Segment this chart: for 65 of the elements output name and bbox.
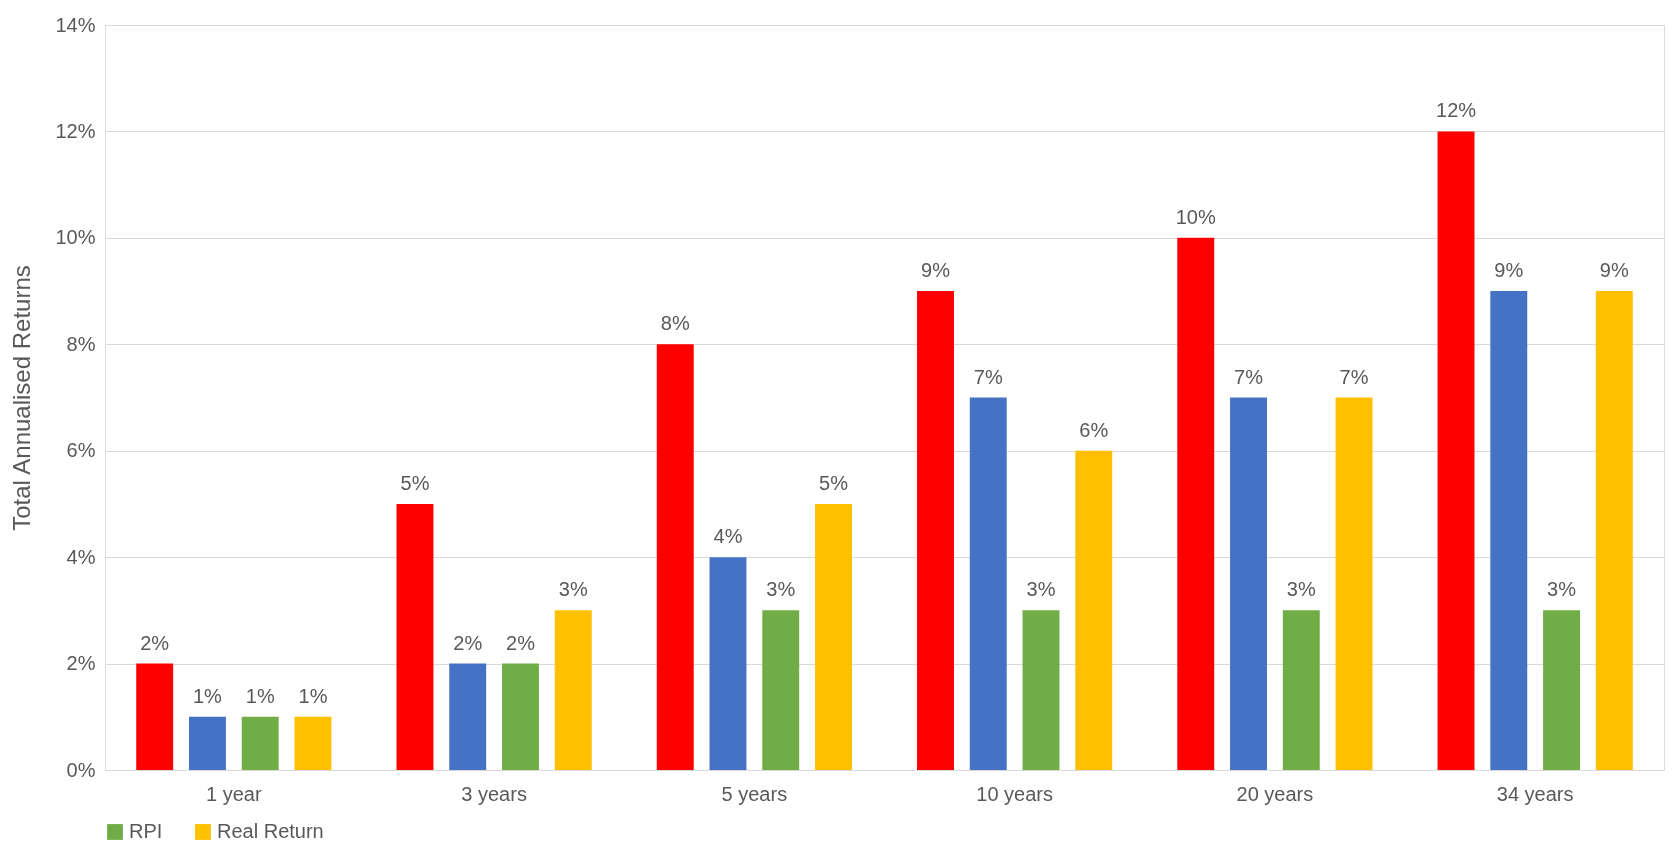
y-tick-label: 14% xyxy=(55,13,96,36)
bar xyxy=(554,610,592,770)
data-label: 1% xyxy=(245,684,275,707)
data-label: 6% xyxy=(1079,418,1109,441)
y-tick-label: 4% xyxy=(66,545,96,568)
data-label: 9% xyxy=(1599,259,1629,282)
bar xyxy=(1595,291,1633,770)
bar xyxy=(1230,397,1267,770)
y-tick-label: 0% xyxy=(66,758,96,781)
data-label: 2% xyxy=(453,631,483,654)
bar xyxy=(1075,450,1113,770)
bar xyxy=(656,344,694,770)
bar xyxy=(762,610,800,770)
data-label: 3% xyxy=(1026,578,1056,601)
y-tick-label: 2% xyxy=(66,652,96,675)
bar xyxy=(241,716,279,770)
bar xyxy=(294,716,332,770)
data-label: 12% xyxy=(1436,99,1477,122)
data-label: 5% xyxy=(400,471,430,494)
bar xyxy=(1437,131,1475,770)
bar xyxy=(815,503,852,770)
y-tick-label: 10% xyxy=(55,226,96,249)
y-axis-title: Total Annualised Returns xyxy=(8,265,36,531)
data-label: 4% xyxy=(713,525,743,548)
y-tick-label: 12% xyxy=(55,119,96,142)
data-label: 3% xyxy=(766,578,796,601)
data-label: 7% xyxy=(1339,365,1369,388)
x-tick-label: 34 years xyxy=(1496,782,1574,805)
data-label: 3% xyxy=(1286,578,1316,601)
bar xyxy=(969,397,1007,770)
data-label: 2% xyxy=(140,631,170,654)
x-tick-label: 10 years xyxy=(976,782,1053,805)
y-tick-label: 8% xyxy=(66,332,96,355)
data-label: 3% xyxy=(558,578,588,601)
x-tick-label: 5 years xyxy=(721,782,788,805)
bar xyxy=(1022,610,1060,770)
data-label: 3% xyxy=(1547,578,1577,601)
data-label: 2% xyxy=(506,631,536,654)
data-label: 7% xyxy=(1234,365,1264,388)
bar xyxy=(136,663,174,770)
bar xyxy=(502,663,539,770)
bar xyxy=(1282,610,1320,770)
data-label: 5% xyxy=(819,471,849,494)
bar xyxy=(188,716,226,770)
data-label: 7% xyxy=(973,365,1003,388)
x-tick-label: 3 years xyxy=(461,782,527,805)
data-label: 10% xyxy=(1175,205,1216,228)
bar xyxy=(1177,237,1215,770)
bar xyxy=(917,291,954,770)
data-label: 1% xyxy=(298,684,328,707)
bar xyxy=(1543,610,1581,770)
bar xyxy=(1335,397,1373,770)
legend-label: RPI xyxy=(129,820,163,842)
legend-label: Real Return xyxy=(217,820,324,842)
data-label: 9% xyxy=(921,259,951,282)
bar xyxy=(396,503,434,770)
y-tick-label: 6% xyxy=(66,439,96,462)
bar xyxy=(1490,291,1528,770)
data-label: 8% xyxy=(660,312,690,335)
bar xyxy=(709,557,747,770)
bar xyxy=(449,663,487,770)
x-tick-label: 20 years xyxy=(1236,782,1314,805)
data-label: 9% xyxy=(1494,259,1524,282)
data-label: 1% xyxy=(193,684,223,707)
x-tick-label: 1 year xyxy=(206,782,262,805)
